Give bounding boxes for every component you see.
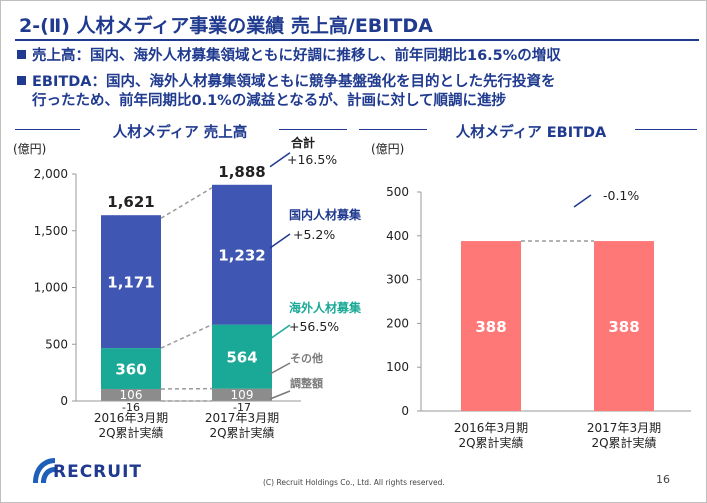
bar-segment (212, 324, 272, 389)
y-tick-label: 0 (401, 404, 409, 418)
copyright: (C) Recruit Holdings Co., Ltd. All right… (263, 478, 445, 487)
y-tick-label: 1,000 (34, 281, 68, 295)
bullet-text: EBITDA：国内、海外人材募集領域ともに競争基盤強化を目的とした先行投資を (32, 74, 556, 90)
bar-label: 109 (231, 388, 254, 402)
bullet-ebitda-cont: 行ったため、前年同期比0.1%の減益となるが、計画に対して順調に進捗 (32, 93, 507, 109)
unit-label-sales: (億円) (13, 142, 47, 156)
annotation-total-label: 合計 (291, 135, 315, 150)
y-tick-label: 200 (386, 316, 409, 330)
bar-segment (101, 215, 161, 349)
bar-label: 1,171 (107, 274, 154, 292)
page-title: 2-(Ⅱ) 人材メディア事業の業績 売上高/EBITDA (19, 15, 433, 37)
pointer-line (269, 324, 291, 340)
sub-rule (279, 129, 347, 130)
legend-overseas-label: 海外人材募集 (289, 300, 362, 315)
y-tick-label: 400 (386, 229, 409, 243)
pointer-line (269, 390, 291, 400)
bar-segment (212, 388, 272, 401)
x-category-label: 2Q累計実績 (458, 435, 523, 450)
chart-title-ebitda: 人材メディア EBITDA (455, 125, 607, 141)
bar-label: 106 (120, 388, 143, 402)
bar-segment (212, 184, 272, 325)
bar-label: 388 (608, 318, 639, 336)
sub-rule (635, 129, 697, 130)
annotation-overseas-change: +56.5% (289, 319, 339, 334)
chart-title-sales: 人材メディア 売上高 (112, 125, 248, 141)
comparison-dashed-line (160, 187, 213, 219)
title-divider (15, 39, 699, 41)
page-number: 16 (656, 473, 670, 486)
ebitda-bar (594, 241, 654, 411)
logo-text: RECRUIT (53, 462, 142, 482)
sub-rule (15, 129, 80, 130)
y-tick-label: 300 (386, 273, 409, 287)
legend-domestic-label: 国内人材募集 (289, 207, 362, 222)
y-tick-label: 500 (45, 337, 68, 351)
bullet-text: 売上高：国内、海外人材募集領域ともに好調に推移し、前年同期比16.5%の増収 (32, 48, 561, 64)
bar-label-adjust: -17 (233, 401, 251, 414)
legend-other-label: その他 (290, 351, 323, 365)
bullet-sales: 売上高：国内、海外人材募集領域ともに好調に推移し、前年同期比16.5%の増収 (17, 47, 561, 65)
pointer-line (573, 194, 592, 208)
recruit-logo: RECRUIT (29, 453, 154, 487)
bar-label: 564 (226, 349, 257, 367)
x-category-label: 2016年3月期 (454, 421, 528, 435)
bar-segment (101, 388, 161, 401)
y-tick-label: 0 (60, 394, 68, 408)
bullet-square-icon (17, 76, 26, 85)
x-category-label: 2Q累計実績 (209, 425, 274, 440)
x-category-label: 2Q累計実績 (98, 425, 163, 440)
comparison-dashed-line (160, 323, 213, 349)
y-tick-label: 500 (386, 185, 409, 199)
bar-total-label: 1,888 (218, 163, 265, 181)
y-tick-label: 1,500 (34, 224, 68, 238)
sub-rule (359, 129, 427, 130)
y-tick-label: 2,000 (34, 167, 68, 181)
ebitda-bar (461, 241, 521, 411)
bar-segment (101, 348, 161, 389)
bullet-square-icon (17, 50, 26, 59)
x-category-label: 2017年3月期 (587, 421, 661, 435)
bar-label: 360 (115, 361, 146, 379)
annotation-domestic-change: +5.2% (293, 227, 335, 242)
bar-total-label: 1,621 (107, 193, 154, 211)
x-category-label: 2Q累計実績 (591, 435, 656, 450)
pointer-line (269, 152, 291, 168)
bar-label-adjust: -16 (122, 401, 140, 414)
pointer-line (269, 362, 291, 375)
bar-label: 1,232 (218, 247, 265, 265)
x-category-label: 2016年3月期 (94, 411, 168, 425)
bullet-ebitda: EBITDA：国内、海外人材募集領域ともに競争基盤強化を目的とした先行投資を (17, 73, 556, 91)
pointer-line (269, 233, 291, 249)
x-category-label: 2017年3月期 (205, 411, 279, 425)
y-tick-label: 100 (386, 360, 409, 374)
unit-label-ebitda: (億円) (371, 142, 405, 156)
legend-adjust-label: 調整額 (290, 376, 323, 390)
annotation-total-change: +16.5% (287, 152, 337, 167)
bar-label: 388 (475, 318, 506, 336)
recruit-logo-mark (33, 458, 55, 483)
annotation-ebitda-change: -0.1% (603, 188, 639, 203)
